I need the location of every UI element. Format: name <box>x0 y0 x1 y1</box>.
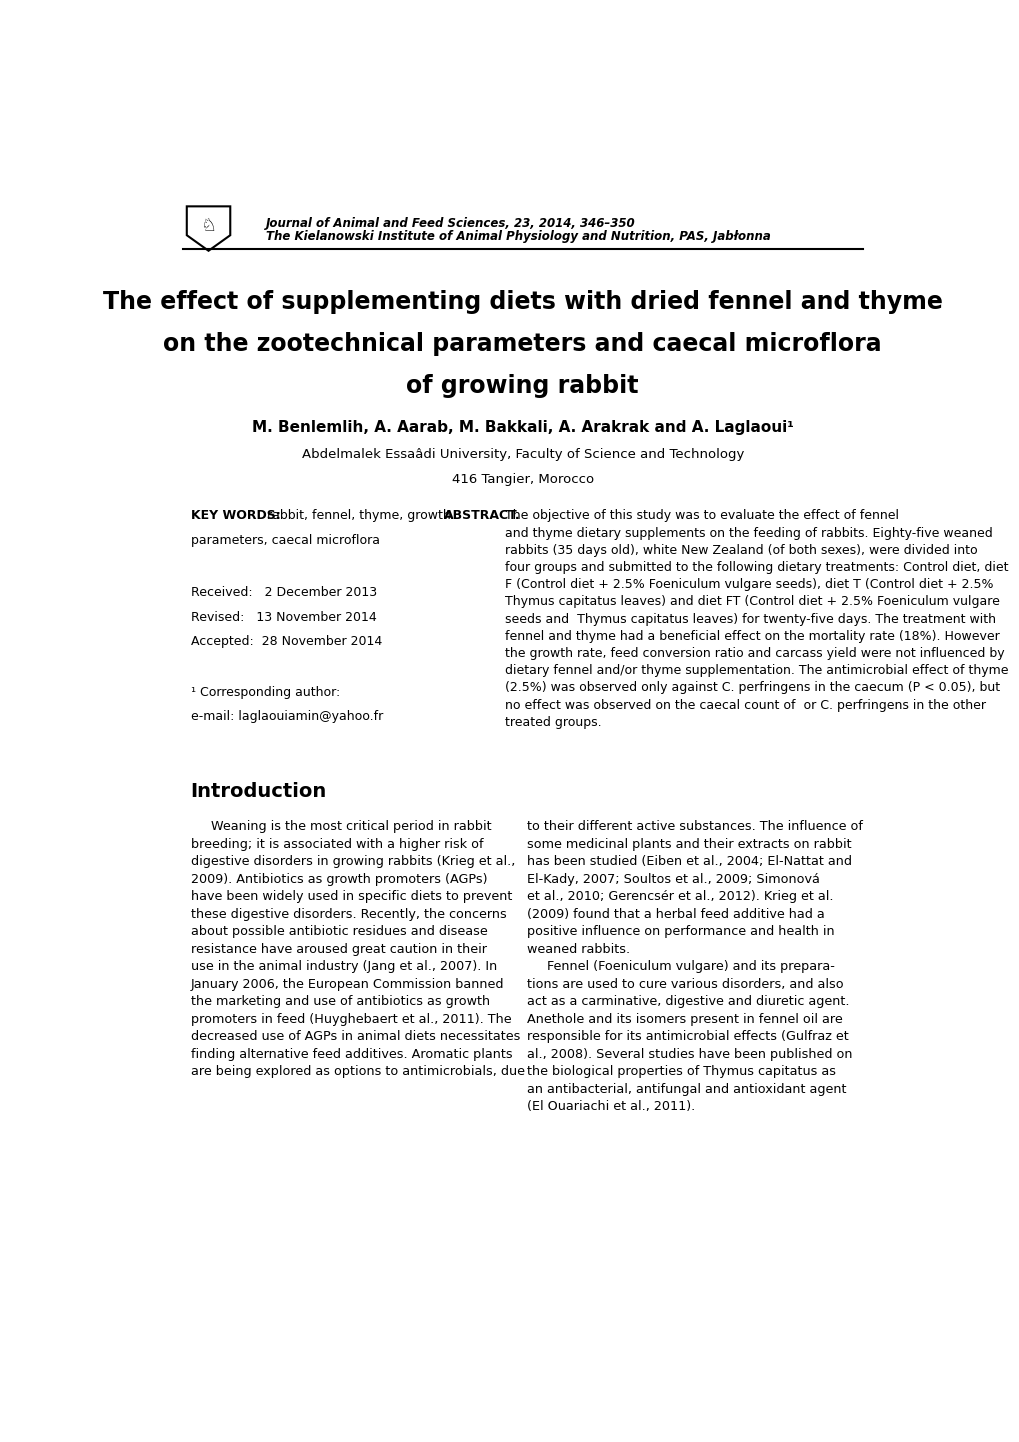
Text: ABSTRACT.: ABSTRACT. <box>443 509 520 522</box>
Text: Received:   2 December 2013: Received: 2 December 2013 <box>191 585 376 598</box>
Text: rabbit, fennel, thyme, growth: rabbit, fennel, thyme, growth <box>263 509 450 522</box>
Text: KEY WORDS:: KEY WORDS: <box>191 509 280 522</box>
Text: Introduction: Introduction <box>191 782 327 800</box>
Text: Journal of Animal and Feed Sciences, 23, 2014, 346–350: Journal of Animal and Feed Sciences, 23,… <box>266 218 635 231</box>
Text: The Kielanowski Institute of Animal Physiology and Nutrition, PAS, Jabłonna: The Kielanowski Institute of Animal Phys… <box>266 229 769 242</box>
Text: ♘: ♘ <box>201 218 216 235</box>
Text: e-mail: laglaouiamin@yahoo.fr: e-mail: laglaouiamin@yahoo.fr <box>191 711 382 724</box>
Text: 416 Tangier, Morocco: 416 Tangier, Morocco <box>451 473 593 486</box>
Text: Weaning is the most critical period in rabbit
breeding; it is associated with a : Weaning is the most critical period in r… <box>191 820 524 1079</box>
Text: Abdelmalek Essaâdi University, Faculty of Science and Technology: Abdelmalek Essaâdi University, Faculty o… <box>302 448 743 461</box>
Text: The objective of this study was to evaluate the effect of fennel
and thyme dieta: The objective of this study was to evalu… <box>504 509 1007 728</box>
Text: ¹ Corresponding author:: ¹ Corresponding author: <box>191 686 339 699</box>
Text: M. Benlemlih, A. Aarab, M. Bakkali, A. Arakrak and A. Laglaoui¹: M. Benlemlih, A. Aarab, M. Bakkali, A. A… <box>252 420 793 434</box>
Text: The effect of supplementing diets with dried fennel and thyme: The effect of supplementing diets with d… <box>103 290 942 313</box>
Text: of growing rabbit: of growing rabbit <box>407 373 638 398</box>
Text: parameters, caecal microflora: parameters, caecal microflora <box>191 534 379 547</box>
Text: Accepted:  28 November 2014: Accepted: 28 November 2014 <box>191 634 382 647</box>
Text: on the zootechnical parameters and caecal microflora: on the zootechnical parameters and caeca… <box>163 332 881 356</box>
Text: Revised:   13 November 2014: Revised: 13 November 2014 <box>191 610 376 623</box>
Text: to their different active substances. The influence of
some medicinal plants and: to their different active substances. Th… <box>526 820 862 1113</box>
